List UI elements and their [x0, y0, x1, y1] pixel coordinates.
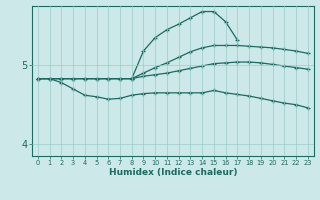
- X-axis label: Humidex (Indice chaleur): Humidex (Indice chaleur): [108, 168, 237, 177]
